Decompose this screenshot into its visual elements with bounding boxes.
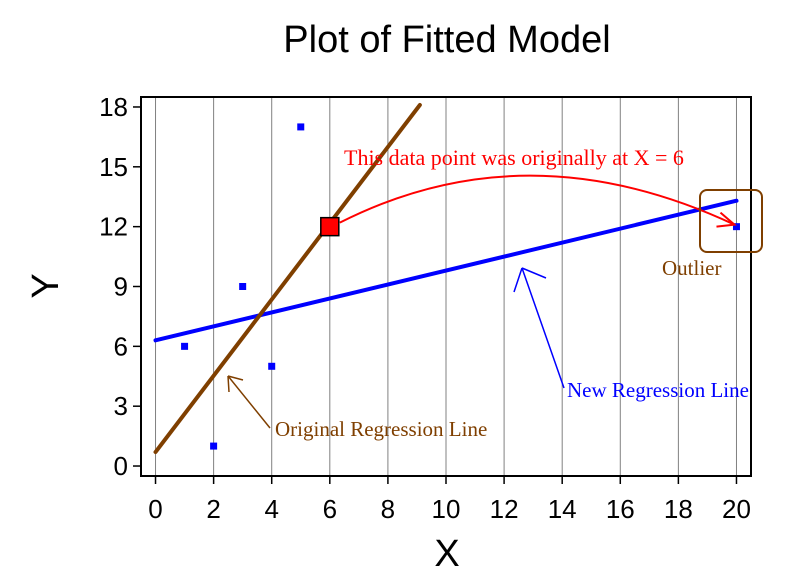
x-tick-label: 18 xyxy=(664,494,693,524)
y-tick-label: 15 xyxy=(99,152,128,182)
data-point-4 xyxy=(297,123,305,131)
x-tick-label: 4 xyxy=(264,494,278,524)
x-tick-label: 16 xyxy=(606,494,635,524)
x-tick-label: 8 xyxy=(381,494,395,524)
data-point-3 xyxy=(268,362,276,370)
data-point-0 xyxy=(181,342,189,350)
y-tick-label: 18 xyxy=(99,92,128,122)
y-axis-label: Y xyxy=(25,273,67,298)
data-point-2 xyxy=(239,283,247,290)
plot-area xyxy=(153,102,740,455)
x-tick-label: 12 xyxy=(490,494,519,524)
y-tick-label: 12 xyxy=(99,212,128,242)
data-point-1 xyxy=(210,442,218,450)
moved-point-arrow xyxy=(339,174,735,226)
new-line-pointer-arrow xyxy=(513,267,565,389)
x-tick-label: 20 xyxy=(722,494,751,524)
x-axis-ticks: 0 2 4 6 8 10 12 14 16 18 20 xyxy=(148,476,751,524)
original-regression-line xyxy=(153,102,422,455)
data-point-5 xyxy=(732,223,740,231)
moved-point-arrowhead xyxy=(716,211,737,228)
x-axis-label: X xyxy=(434,533,459,575)
original-point-marker xyxy=(320,216,340,237)
original-line-pointer-arrow xyxy=(227,375,271,429)
x-tick-label: 14 xyxy=(548,494,577,524)
new-line-annotation: New Regression Line xyxy=(567,378,749,402)
original-line-annotation: Original Regression Line xyxy=(275,417,487,441)
outlier-annotation: Outlier xyxy=(662,256,721,280)
x-tick-label: 2 xyxy=(206,494,220,524)
data-points xyxy=(181,123,740,450)
y-tick-label: 9 xyxy=(114,272,128,302)
outlier-highlight-box xyxy=(699,189,763,253)
x-tick-label: 6 xyxy=(323,494,337,524)
y-axis-ticks: 0 3 6 9 12 15 18 xyxy=(99,92,141,481)
y-tick-label: 6 xyxy=(114,331,128,361)
y-tick-label: 3 xyxy=(114,391,128,421)
x-tick-label: 0 xyxy=(148,494,162,524)
new-regression-line xyxy=(153,198,739,343)
moved-point-annotation: This data point was originally at X = 6 xyxy=(344,145,684,170)
chart-title: Plot of Fitted Model xyxy=(283,19,610,61)
y-tick-label: 0 xyxy=(114,451,128,481)
x-tick-label: 10 xyxy=(432,494,461,524)
